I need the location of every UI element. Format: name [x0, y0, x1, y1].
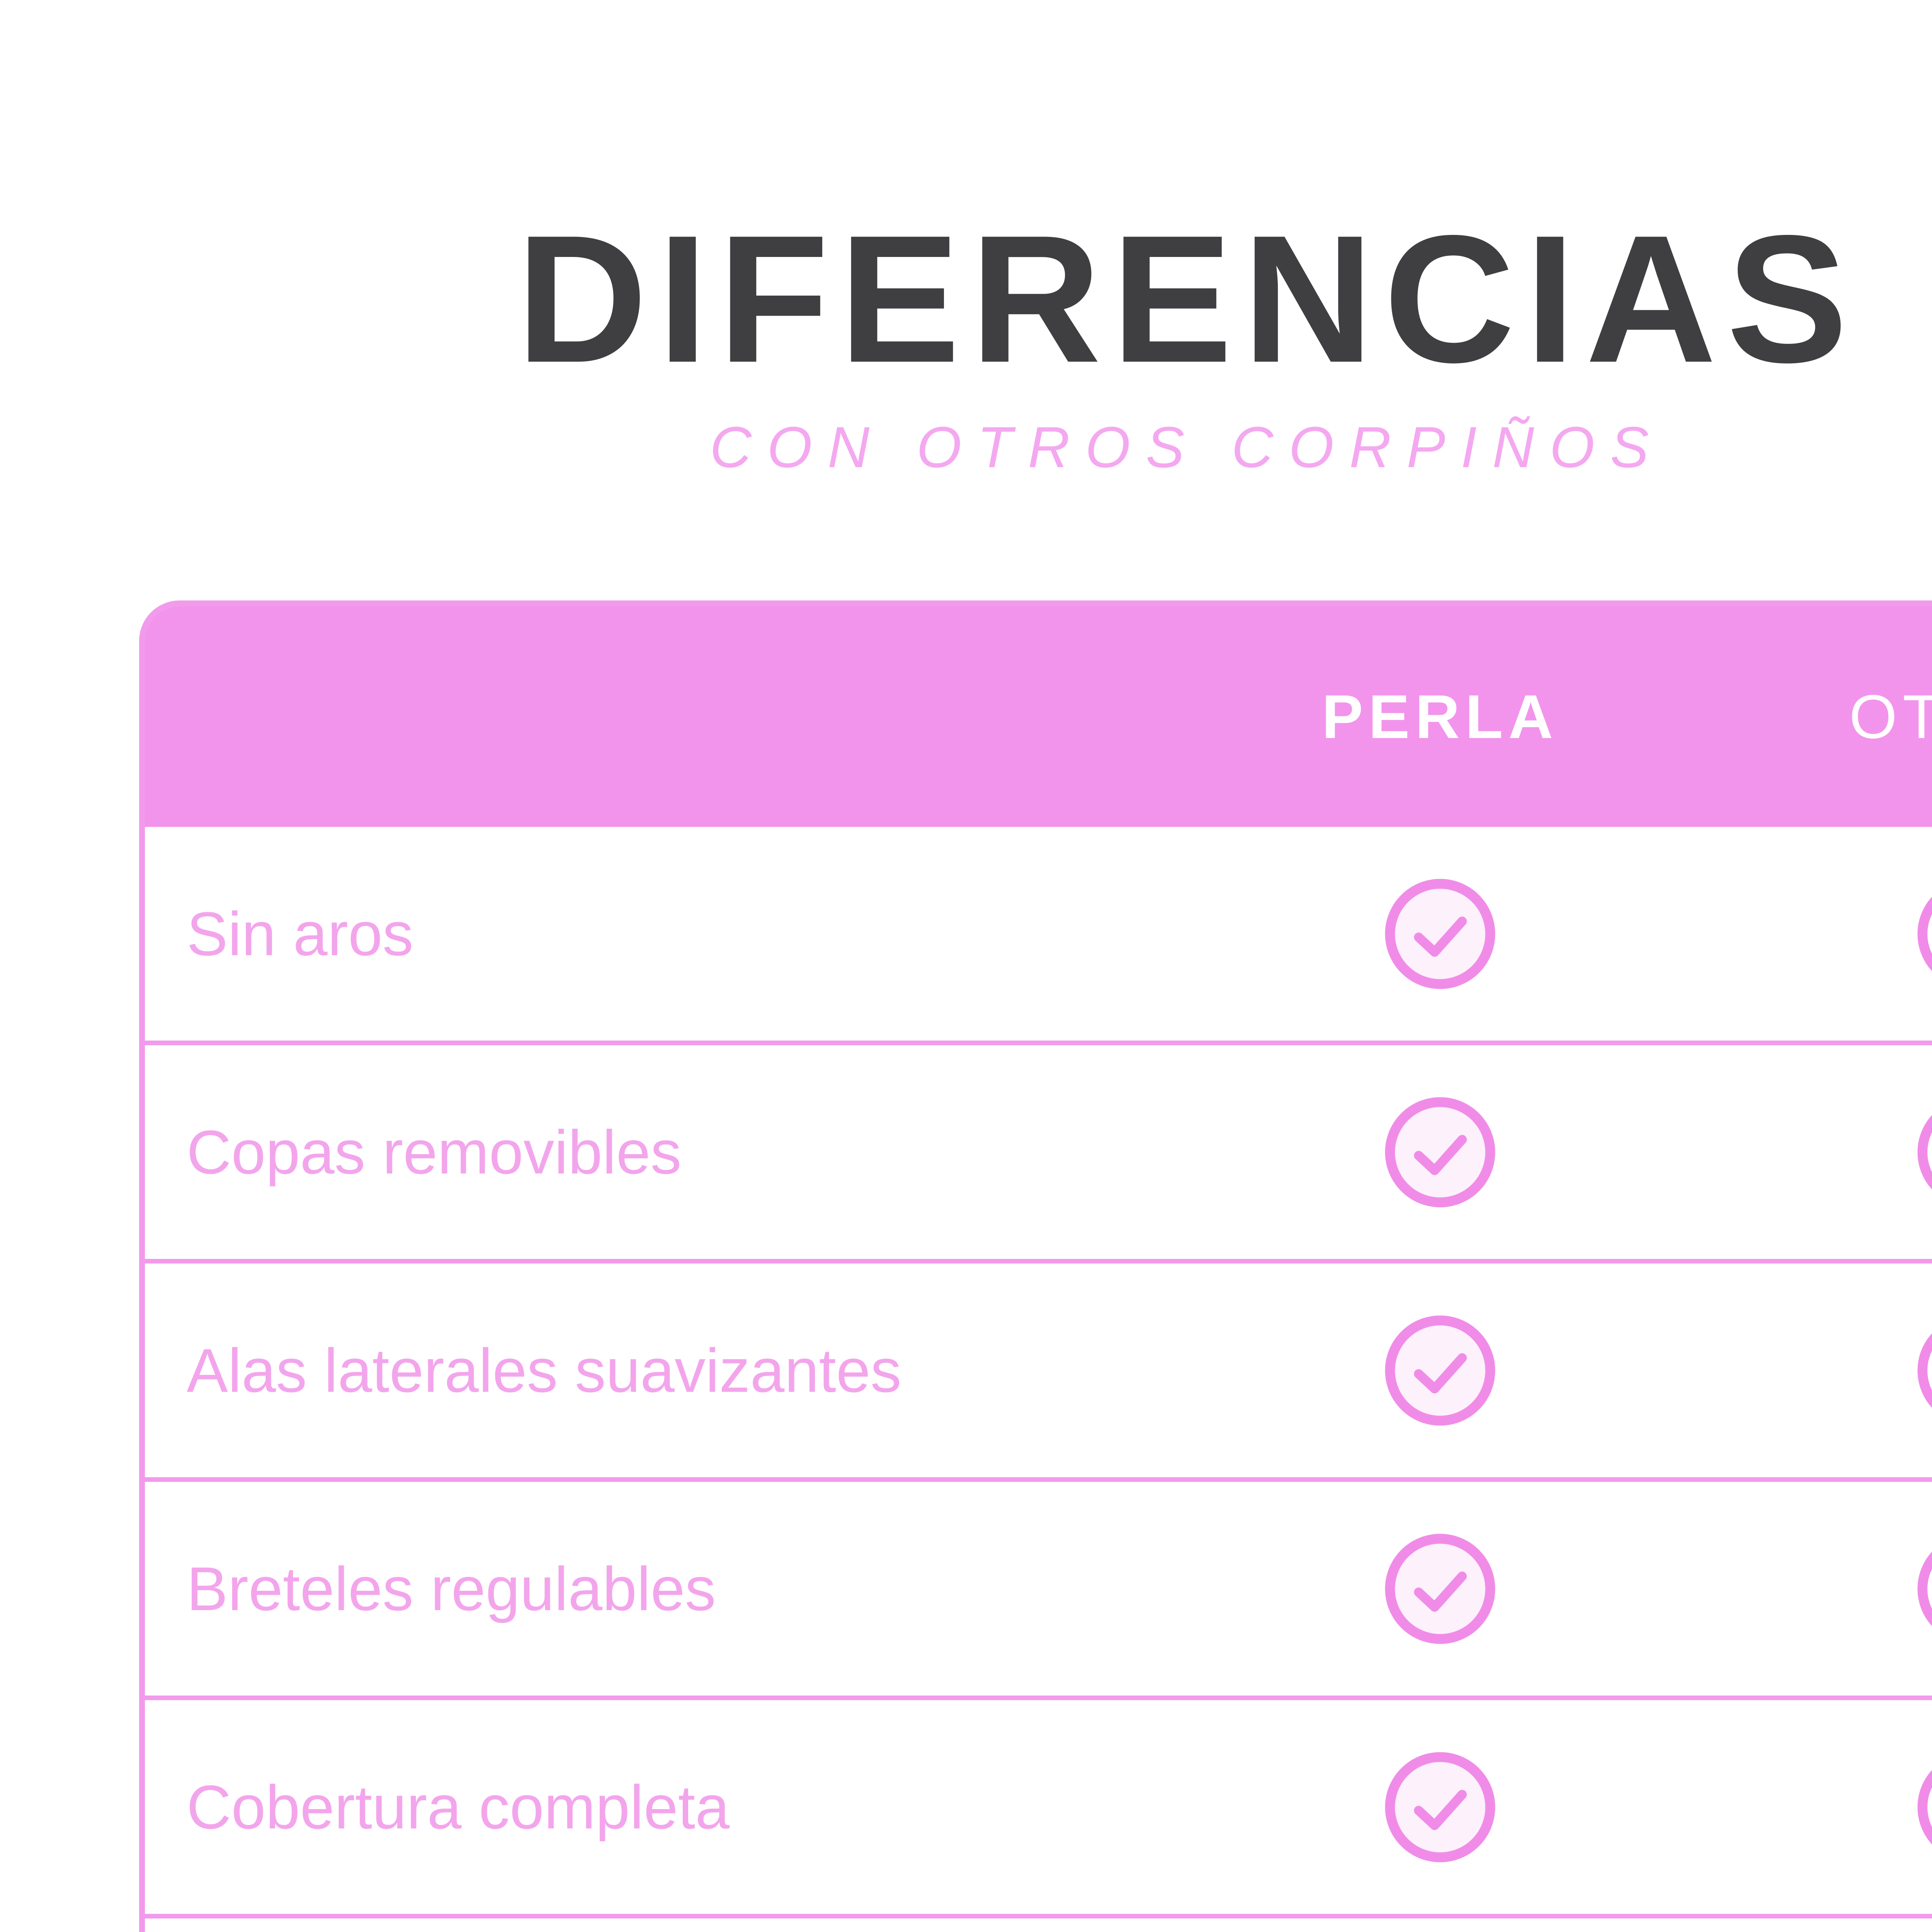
perla-cell [1385, 1315, 1495, 1425]
table-row: Alas laterales suavizantes [145, 1259, 1932, 1477]
check-circle-icon [1385, 1752, 1495, 1862]
perla-cell [1385, 1097, 1495, 1207]
perla-cell [1385, 1752, 1495, 1862]
table-row: Breteles regulables [145, 1477, 1932, 1696]
perla-cell [1385, 1534, 1495, 1644]
comparison-table: PERLA OTROS Sin aros Copas removibles [139, 600, 1932, 1932]
x-circle-icon [1917, 1551, 1932, 1626]
table-row: Cierre en espalda [145, 1914, 1932, 1932]
row-label: Alas laterales suavizantes [187, 1335, 901, 1405]
table-row: Sin aros [145, 827, 1932, 1041]
check-circle-icon [1385, 1097, 1495, 1207]
table-header: PERLA OTROS [145, 606, 1932, 827]
x-circle-icon [1917, 1333, 1932, 1408]
check-circle-icon [1385, 1534, 1495, 1644]
row-label: Sin aros [187, 899, 413, 968]
row-label: Cobertura completa [187, 1772, 730, 1842]
page-subtitle: CON OTROS CORPIÑOS [709, 415, 1665, 480]
x-circle-icon [1917, 1115, 1932, 1189]
otros-cell [1917, 1315, 1932, 1425]
x-circle-icon [1917, 896, 1932, 971]
page-title: DIFERENCIAS [516, 197, 1858, 400]
column-header-perla: PERLA [1321, 682, 1559, 751]
perla-cell [1385, 879, 1495, 989]
otros-cell [1917, 1097, 1932, 1207]
table-body: Sin aros Copas removibles [145, 827, 1932, 1932]
otros-cell [1917, 1752, 1932, 1862]
column-header-otros: OTROS [1849, 682, 1932, 751]
table-row: Cobertura completa [145, 1696, 1932, 1914]
check-circle-icon [1385, 879, 1495, 989]
check-circle-icon [1385, 1315, 1495, 1425]
otros-cell [1917, 879, 1932, 989]
row-label: Breteles regulables [187, 1554, 716, 1623]
table-row: Copas removibles [145, 1041, 1932, 1259]
otros-cell [1917, 1534, 1932, 1644]
x-circle-icon [1917, 1770, 1932, 1844]
row-label: Copas removibles [187, 1117, 682, 1187]
